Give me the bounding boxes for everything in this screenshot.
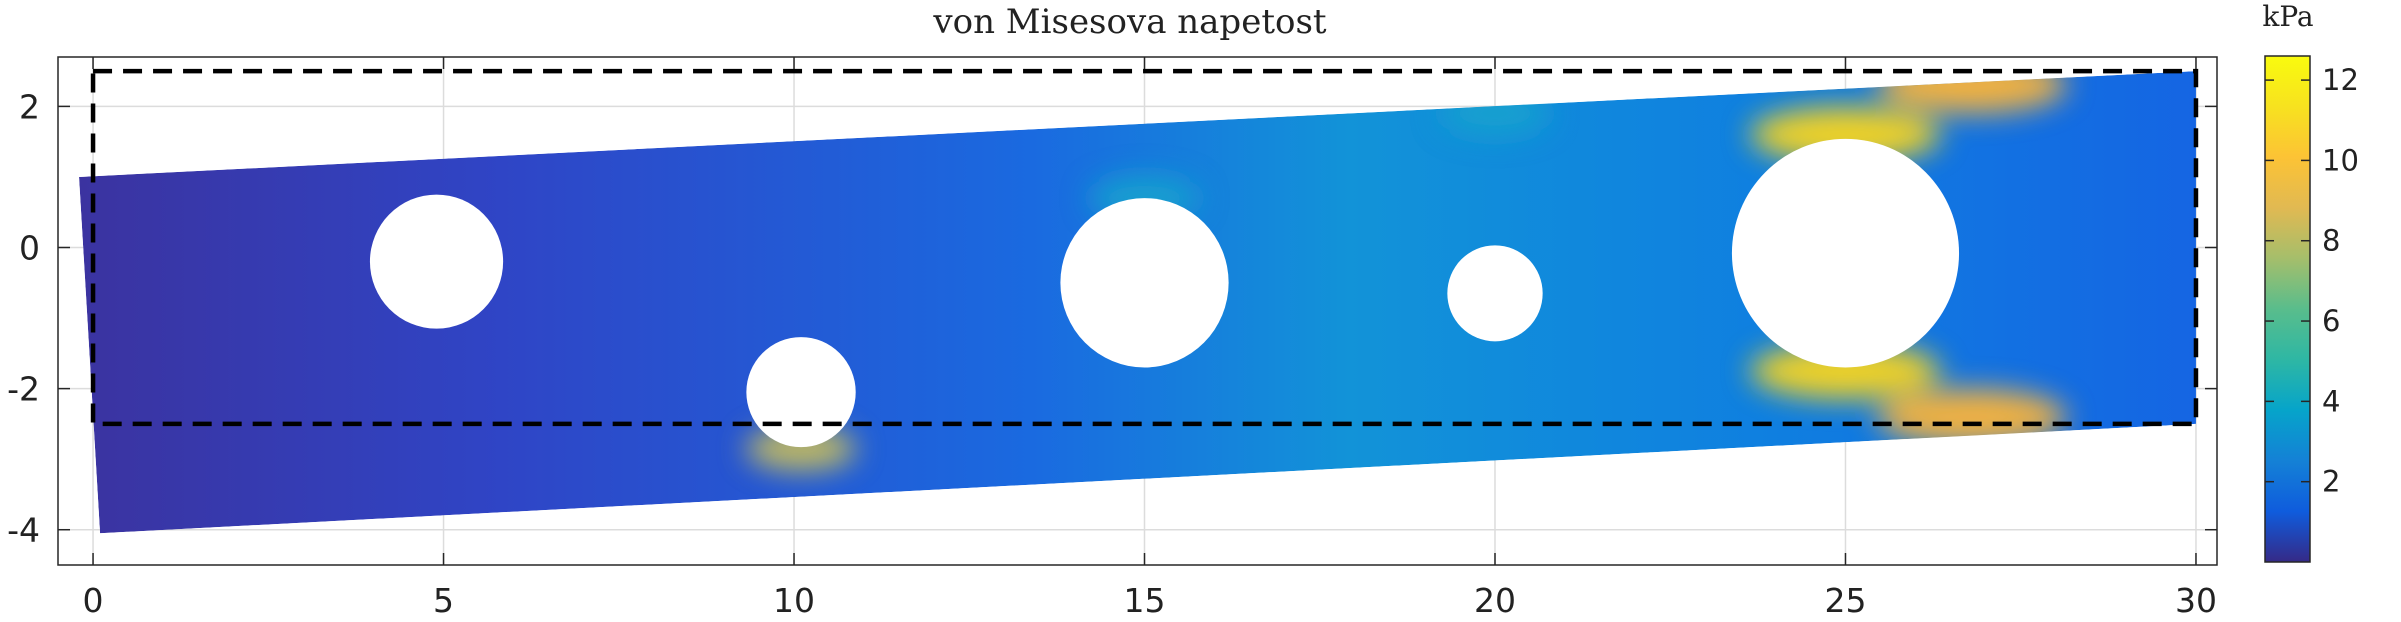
colorbar-tick-label: 12 — [2322, 63, 2359, 97]
x-tick-label: 15 — [1124, 581, 1166, 620]
colorbar-ticks: 2 4 6 8 10 12 — [2265, 63, 2359, 499]
colorbar-tick-label: 4 — [2322, 384, 2340, 418]
colorbar-unit-label: kPa — [2262, 0, 2313, 33]
stress-hotspot — [1750, 342, 1941, 399]
colorbar — [2264, 55, 2311, 563]
colorbar-tick-label: 10 — [2322, 143, 2359, 177]
chart-title: von Misesova napetost — [932, 2, 1326, 42]
hole — [1060, 198, 1229, 368]
stress-hotspot — [1876, 388, 2067, 445]
colorbar-tick-label: 6 — [2322, 304, 2340, 338]
colorbar-tick-label: 2 — [2322, 465, 2340, 499]
y-tick-label: -4 — [7, 511, 40, 550]
stress-hotspot — [1876, 71, 2067, 114]
hole — [746, 337, 856, 448]
undeformed-outline-rect — [90, 68, 2199, 427]
holes — [369, 138, 1960, 448]
x-tick-label: 25 — [1824, 581, 1866, 620]
axes-box — [57, 56, 2218, 566]
colorbar-tick-label: 8 — [2322, 224, 2340, 258]
y-tick-label: -2 — [7, 370, 40, 409]
x-tick-label: 20 — [1474, 581, 1516, 620]
y-tick-label: 0 — [19, 229, 40, 268]
plot-area — [79, 68, 2199, 534]
hole — [1447, 245, 1543, 342]
x-tick-label: 10 — [773, 581, 815, 620]
hole — [1731, 138, 1960, 368]
y-tick-label: 2 — [19, 87, 40, 126]
x-tick-label: 5 — [433, 581, 454, 620]
hole — [369, 194, 504, 329]
x-tick-label: 0 — [83, 581, 104, 620]
stress-hotspot — [1750, 106, 1941, 163]
undeformed-outline — [90, 68, 2199, 427]
x-tick-label: 30 — [2175, 581, 2217, 620]
